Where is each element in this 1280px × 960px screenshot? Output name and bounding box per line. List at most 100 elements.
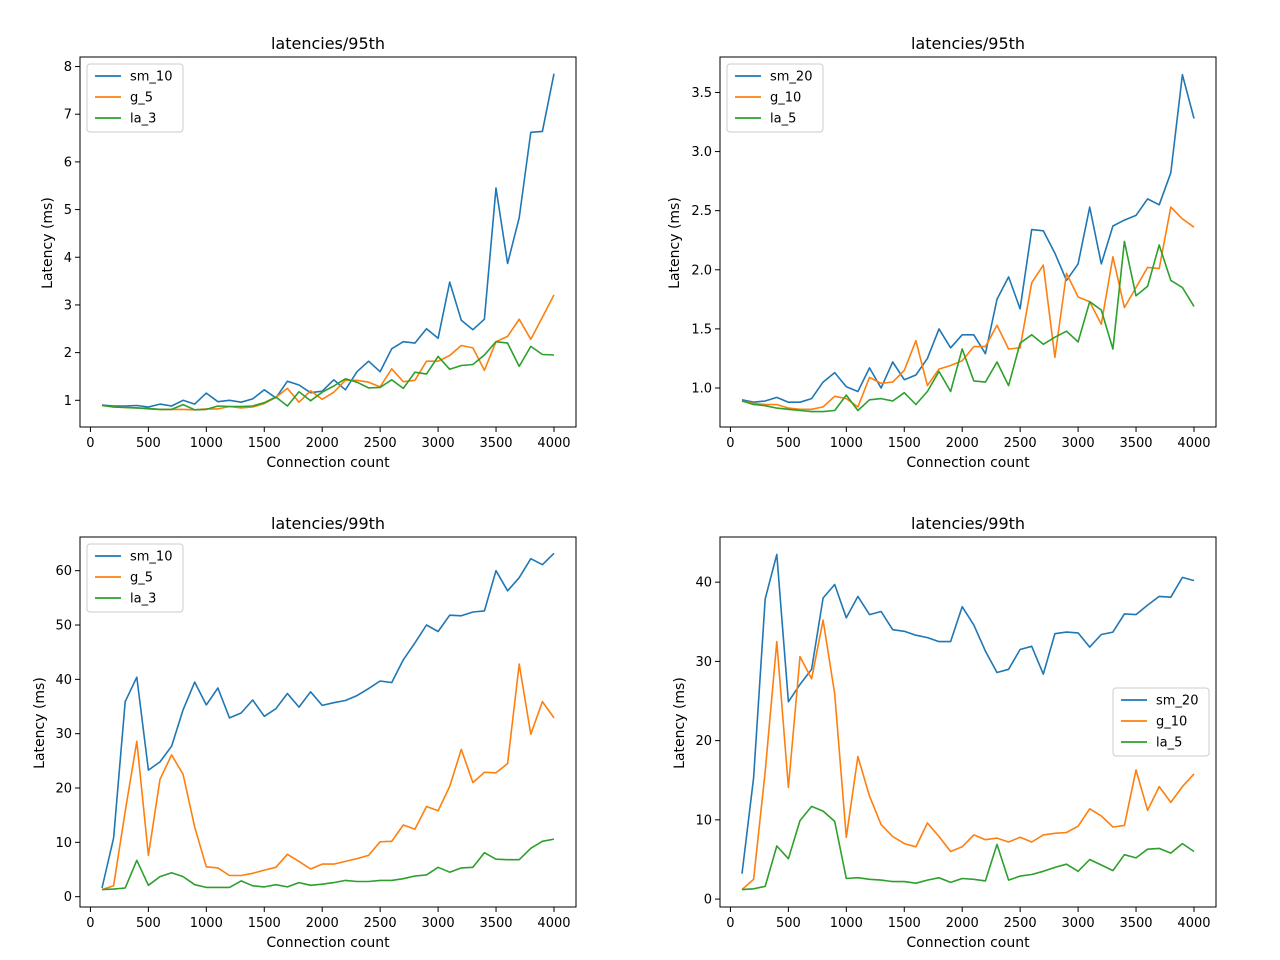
x-tick-label: 1000 <box>190 916 223 931</box>
y-tick-label: 60 <box>55 564 72 579</box>
x-tick-label: 500 <box>136 916 161 931</box>
y-tick-label: 1.0 <box>691 381 712 396</box>
x-tick-label: 4000 <box>537 436 570 451</box>
x-tick-label: 2000 <box>306 436 339 451</box>
series-line-la_3 <box>101 340 555 411</box>
plot-area <box>101 552 555 891</box>
legend-box <box>86 543 184 613</box>
x-tick-label: 4000 <box>1177 916 1210 931</box>
legend-label: g_5 <box>130 91 153 106</box>
y-tick-label: 6 <box>64 155 72 170</box>
y-axis-label: Latency (ms) <box>667 197 683 289</box>
y-tick-label: 1 <box>64 394 72 409</box>
plot-area <box>741 73 1195 413</box>
legend-label: g_5 <box>130 571 153 586</box>
y-tick-label: 2.0 <box>691 263 712 278</box>
x-tick-label: 2500 <box>1004 436 1037 451</box>
x-tick-label: 3000 <box>1062 916 1095 931</box>
y-tick-label: 50 <box>55 619 72 634</box>
legend-box <box>1112 687 1210 757</box>
x-tick-label: 2500 <box>1004 916 1037 931</box>
y-tick-label: 1.5 <box>691 322 712 337</box>
y-tick-label: 10 <box>695 813 712 828</box>
series-line-g_10 <box>741 206 1195 411</box>
x-tick-label: 1000 <box>190 436 223 451</box>
chart-panel-99th-left: latencies/99th Connection count Latency … <box>32 514 577 951</box>
legend: sm_10 g_5 la_3 <box>86 543 184 613</box>
y-tick-label: 3 <box>64 298 72 313</box>
x-tick-label: 3000 <box>422 436 455 451</box>
x-axis-label: Connection count <box>266 455 390 471</box>
x-tick-label: 0 <box>86 916 94 931</box>
x-tick-label: 500 <box>136 436 161 451</box>
series-line-sm_10 <box>101 73 555 408</box>
y-tick-label: 8 <box>64 60 72 75</box>
chart-title: latencies/95th <box>271 34 385 53</box>
x-tick-label: 2500 <box>364 916 397 931</box>
legend: sm_20 g_10 la_5 <box>1112 687 1210 757</box>
y-tick-label: 7 <box>64 108 72 123</box>
y-axis-label: Latency (ms) <box>40 197 56 289</box>
legend-box <box>86 63 184 133</box>
x-tick-label: 1500 <box>248 436 281 451</box>
chart-title: latencies/99th <box>911 514 1025 533</box>
y-tick-label: 2.5 <box>691 204 712 219</box>
series-line-sm_20 <box>741 73 1195 404</box>
legend-label: sm_10 <box>130 70 172 85</box>
chart-panel-95th-left: latencies/95th Connection count Latency … <box>40 34 577 471</box>
y-axis-label: Latency (ms) <box>32 677 48 769</box>
legend-label: sm_20 <box>770 70 812 85</box>
x-tick-label: 2000 <box>946 436 979 451</box>
y-tick-label: 40 <box>55 673 72 688</box>
y-tick-label: 5 <box>64 203 72 218</box>
x-tick-label: 500 <box>776 916 801 931</box>
x-tick-label: 3000 <box>422 916 455 931</box>
legend-label: la_5 <box>770 112 796 127</box>
y-tick-label: 40 <box>695 576 712 591</box>
x-tick-label: 1000 <box>830 916 863 931</box>
y-axis-label: Latency (ms) <box>672 677 688 769</box>
chart-panel-99th-right: latencies/99th Connection count Latency … <box>672 514 1217 951</box>
y-tick-label: 0 <box>64 890 72 905</box>
plot-area <box>741 553 1195 891</box>
y-tick-label: 0 <box>704 893 712 908</box>
x-tick-label: 0 <box>726 436 734 451</box>
x-axis-label: Connection count <box>266 935 390 951</box>
y-tick-label: 3.0 <box>691 145 712 160</box>
x-tick-label: 1500 <box>888 436 921 451</box>
legend-label: g_10 <box>1156 715 1187 730</box>
x-axis-label: Connection count <box>906 455 1030 471</box>
series-line-sm_20 <box>741 553 1195 874</box>
plot-area <box>101 73 555 411</box>
y-tick-label: 10 <box>55 836 72 851</box>
y-tick-label: 3.5 <box>691 86 712 101</box>
x-tick-label: 3500 <box>479 916 512 931</box>
x-tick-label: 0 <box>86 436 94 451</box>
x-tick-label: 500 <box>776 436 801 451</box>
legend-label: la_5 <box>1156 736 1182 751</box>
x-tick-label: 2500 <box>364 436 397 451</box>
axes-frame <box>719 56 1217 428</box>
y-tick-label: 20 <box>55 782 72 797</box>
y-tick-label: 30 <box>695 655 712 670</box>
x-axis-label: Connection count <box>906 935 1030 951</box>
legend-label: g_10 <box>770 91 801 106</box>
x-tick-label: 1500 <box>248 916 281 931</box>
series-line-la_5 <box>741 240 1195 413</box>
y-tick-label: 2 <box>64 346 72 361</box>
x-tick-label: 3500 <box>479 436 512 451</box>
series-line-g_5 <box>101 663 555 891</box>
series-line-g_10 <box>741 619 1195 891</box>
chart-panel-95th-right: latencies/95th Connection count Latency … <box>667 34 1217 471</box>
legend-box <box>726 63 824 133</box>
axes-frame <box>719 536 1217 908</box>
x-tick-label: 4000 <box>537 916 570 931</box>
legend-label: la_3 <box>130 112 156 127</box>
legend-label: la_3 <box>130 592 156 607</box>
x-tick-label: 2000 <box>946 916 979 931</box>
x-tick-label: 1000 <box>830 436 863 451</box>
x-tick-label: 4000 <box>1177 436 1210 451</box>
x-tick-label: 3500 <box>1119 916 1152 931</box>
